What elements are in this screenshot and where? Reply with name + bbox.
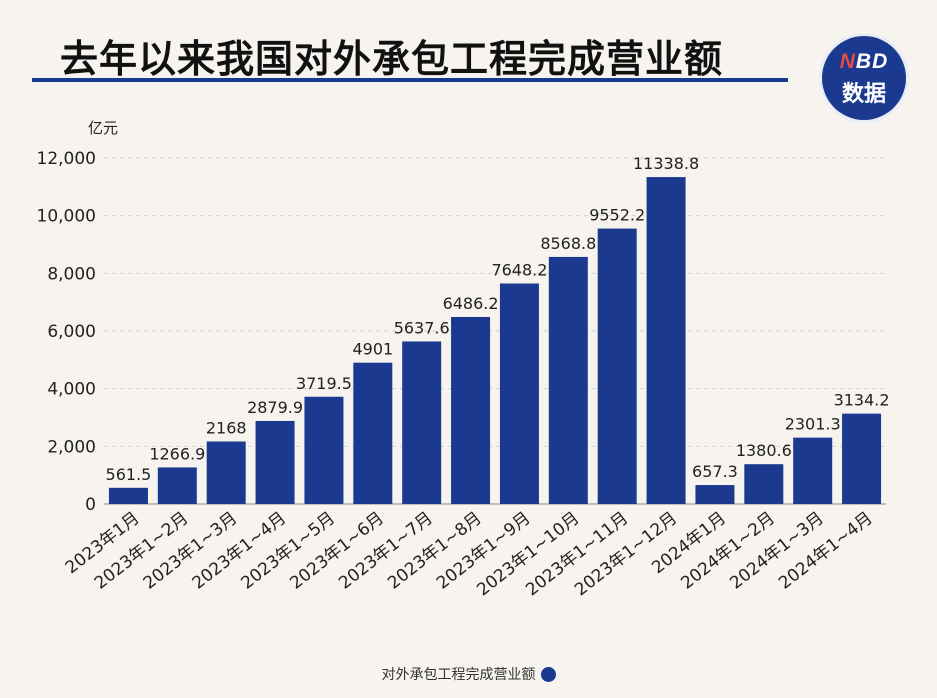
bar [304, 396, 344, 504]
y-tick-label: 8,000 [47, 264, 96, 284]
data-label: 11338.8 [633, 154, 699, 173]
bar [842, 413, 882, 504]
data-label: 5637.6 [394, 318, 450, 337]
data-label: 2879.9 [247, 398, 303, 417]
bar [548, 256, 588, 504]
y-tick-label: 4,000 [47, 380, 96, 400]
y-axis-label: 亿元 [88, 119, 118, 137]
bar [206, 441, 246, 504]
x-axis: 2023年1月2023年1~2月2023年1~3月2023年1~4月2023年1… [62, 508, 877, 600]
data-label: 1266.9 [149, 444, 205, 463]
data-label: 9552.2 [589, 206, 645, 225]
data-label: 3134.2 [834, 391, 890, 410]
data-label: 8568.8 [540, 234, 596, 253]
data-label: 3719.5 [296, 374, 352, 393]
legend: 对外承包工程完成营业额 [0, 664, 937, 684]
bar [646, 177, 686, 504]
bar [108, 487, 148, 504]
nbd-data-logo: NBD 数据 [822, 36, 906, 120]
bar [157, 467, 197, 504]
bar [499, 283, 539, 504]
y-tick-label: 6,000 [47, 322, 96, 342]
y-tick-label: 12,000 [37, 149, 96, 169]
y-tick-label: 0 [85, 495, 96, 515]
logo-text-nbd: NBD [839, 50, 889, 73]
data-label: 657.3 [692, 462, 738, 481]
data-label: 1380.6 [736, 441, 792, 460]
data-label: 2168 [206, 418, 247, 437]
title-bar: 去年以来我国对外承包工程完成营业额 [28, 22, 788, 84]
data-label: 2301.3 [785, 415, 841, 434]
y-axis: 0 2,000 4,000 6,000 8,000 10,000 12,000 亿元 [37, 119, 119, 515]
bar [695, 485, 735, 504]
data-label: 561.5 [106, 465, 152, 484]
bar [353, 362, 393, 504]
y-tick-label: 2,000 [47, 437, 96, 457]
bar [255, 420, 295, 504]
legend-label: 对外承包工程完成营业额 [381, 667, 536, 683]
bar [793, 437, 833, 504]
y-tick-label: 10,000 [37, 207, 96, 227]
data-label: 4901 [352, 340, 393, 359]
logo-text-data: 数据 [841, 82, 886, 107]
legend-swatch [540, 667, 556, 682]
bar [597, 228, 637, 504]
title-underline [32, 78, 788, 82]
bar [451, 316, 491, 504]
data-label: 6486.2 [443, 294, 499, 313]
bars [108, 177, 882, 504]
chart-title: 去年以来我国对外承包工程完成营业额 [60, 37, 724, 81]
bar [744, 464, 784, 504]
bar [402, 341, 442, 504]
data-label: 7648.2 [491, 260, 547, 279]
